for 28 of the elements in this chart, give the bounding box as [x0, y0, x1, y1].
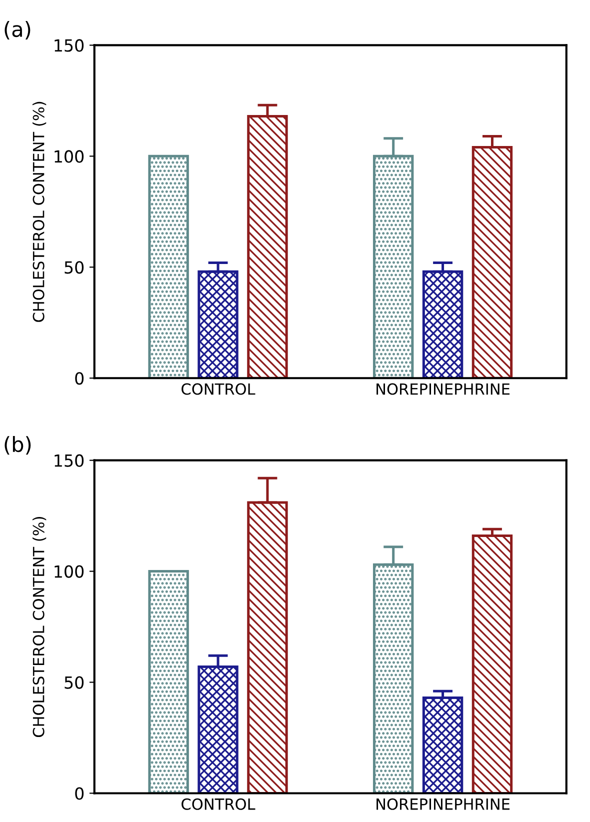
- bar: [472, 146, 513, 378]
- chart-title: (a): [4, 20, 30, 40]
- y-tick-label: 100: [54, 565, 84, 578]
- bar: [422, 270, 464, 378]
- y-tick-label: 50: [64, 261, 84, 274]
- x-tick-label: CONTROL: [182, 383, 256, 395]
- chart-title: (b): [4, 436, 31, 455]
- bar: [198, 665, 238, 794]
- bar: [372, 563, 414, 794]
- y-tick-label: 150: [54, 454, 84, 467]
- bar: [247, 114, 288, 378]
- y-tick-label: 0: [75, 372, 84, 385]
- y-axis-title: CHOLESTEROL CONTENT (%): [32, 102, 46, 322]
- bar: [472, 534, 513, 794]
- x-tick-label: NOREPINEPHRINE: [376, 383, 510, 395]
- bar: [372, 154, 414, 378]
- x-tick-label: CONTROL: [182, 798, 256, 810]
- y-tick-label: 150: [54, 39, 84, 52]
- x-tick-label: NOREPINEPHRINE: [376, 798, 510, 810]
- bar: [247, 501, 288, 794]
- y-tick-label: 0: [75, 787, 84, 800]
- bar: [148, 154, 189, 378]
- bar: [198, 270, 238, 378]
- y-tick-label: 100: [54, 150, 84, 163]
- bar: [148, 570, 189, 794]
- y-axis-title: CHOLESTEROL CONTENT (%): [32, 516, 46, 738]
- bar: [422, 696, 464, 794]
- y-tick-label: 50: [64, 676, 84, 689]
